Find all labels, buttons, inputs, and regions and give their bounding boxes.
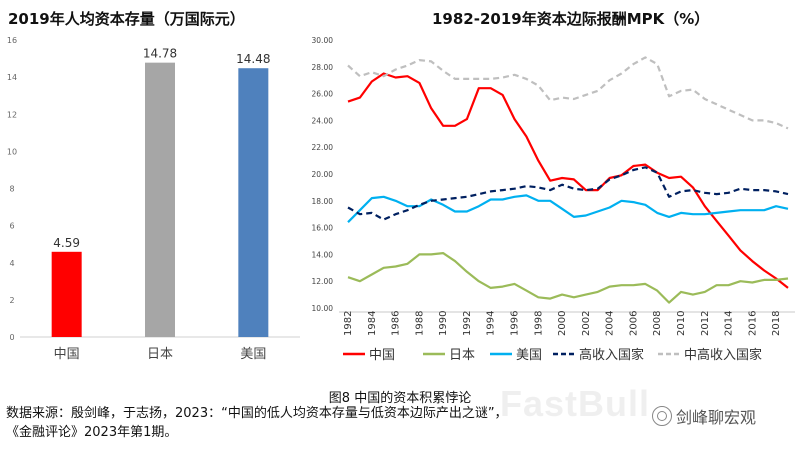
source-line-2: 《金融评论》2023年第1期。 (6, 425, 178, 440)
x-tick-label: 2004 (605, 311, 616, 336)
x-tick-label: 1982 (343, 311, 354, 336)
legend-item: 中国 (343, 348, 395, 363)
line-chart: 10.00 12.00 14.00 16.00 18.00 20.00 22.00 24.00… (312, 36, 795, 363)
y-tick-label: 28.00 (312, 63, 334, 72)
x-tick-label: 1984 (367, 311, 378, 336)
legend-item: 中高收入国家 (658, 347, 762, 363)
source-line-1: 数据来源：殷剑峰，于志扬，2023：“中国的低人均资本存量与低资本边际产出之谜”… (6, 406, 508, 421)
line-chart-title: 1982-2019年资本边际报酬MPK（%） (432, 10, 710, 28)
x-category-label: 美国 (240, 347, 266, 362)
y-tick-label: 26.00 (312, 90, 334, 99)
x-tick-label: 2008 (652, 311, 663, 336)
y-tick-label: 8 (9, 185, 14, 194)
legend-label: 美国 (516, 348, 542, 363)
legend-item: 高收入国家 (553, 347, 644, 363)
x-tick-label: 1996 (509, 311, 520, 336)
x-tick-label: 2002 (581, 311, 592, 336)
series-line (347, 252, 789, 304)
series-line (347, 56, 789, 130)
x-tick-label: 1988 (414, 311, 425, 336)
x-category-label: 中国 (54, 347, 80, 362)
wechat-icon (652, 406, 672, 426)
x-tick-label: 1998 (533, 311, 544, 336)
y-tick-label: 16.00 (312, 224, 334, 233)
y-tick-label: 6 (9, 222, 14, 231)
y-tick-label: 10.00 (312, 304, 334, 313)
y-tick-label: 20.00 (312, 170, 334, 179)
x-tick-label: 1994 (486, 311, 497, 336)
y-tick-label: 24.00 (312, 116, 334, 125)
legend-item: 美国 (490, 348, 542, 363)
bar-value-label: 4.59 (53, 236, 80, 250)
figure-caption: 图8 中国的资本积累悖论 (328, 391, 472, 406)
bar-value-label: 14.78 (143, 47, 177, 61)
series-line (347, 194, 789, 223)
bar (51, 251, 82, 337)
x-tick-label: 1992 (462, 311, 473, 336)
y-tick-label: 14.00 (312, 250, 334, 259)
x-tick-label: 1986 (391, 311, 402, 336)
x-tick-label: 2018 (771, 311, 782, 336)
legend-label: 中高收入国家 (684, 347, 762, 363)
x-tick-label: 2000 (557, 311, 568, 336)
x-tick-label: 2016 (747, 311, 758, 336)
data-source: 数据来源：殷剑峰，于志扬，2023：“中国的低人均资本存量与低资本边际产出之谜”… (6, 404, 508, 442)
wechat-badge: 剑峰聊宏观 (652, 404, 756, 428)
x-tick-label: 2006 (628, 311, 639, 336)
y-tick-label: 18.00 (312, 197, 334, 206)
y-tick-label: 30.00 (312, 36, 334, 45)
series-line (347, 72, 789, 289)
watermark: FastBull (500, 383, 651, 424)
y-tick-label: 12 (7, 110, 17, 119)
y-tick-label: 12.00 (312, 277, 334, 286)
y-tick-label: 10 (7, 147, 17, 156)
y-tick-label: 14 (7, 73, 17, 82)
bar-chart-title: 2019年人均资本存量（万国际元） (8, 10, 245, 28)
y-tick-label: 2 (9, 296, 14, 305)
wechat-account-name: 剑峰聊宏观 (676, 408, 757, 427)
y-tick-label: 0 (9, 333, 14, 342)
x-tick-label: 2012 (700, 311, 711, 336)
legend-label: 高收入国家 (579, 347, 644, 363)
bar (145, 62, 175, 338)
x-tick-label: 2014 (724, 311, 735, 336)
x-tick-label: 2010 (676, 311, 687, 336)
bar (238, 68, 269, 337)
y-tick-label: 4 (9, 259, 14, 268)
y-tick-label: 22.00 (312, 143, 334, 152)
legend-item: 日本 (423, 348, 475, 363)
legend-label: 日本 (449, 348, 475, 363)
x-category-label: 日本 (147, 347, 173, 362)
legend-label: 中国 (369, 348, 395, 363)
bar-value-label: 14.48 (236, 52, 270, 66)
series-line (347, 166, 789, 221)
x-tick-label: 1990 (438, 311, 449, 336)
bar-chart: 0 2 4 6 8 10 12 14 16 4.59 中国 14.78 日本 14.48 美国 (7, 36, 300, 362)
y-tick-label: 16 (7, 36, 17, 45)
